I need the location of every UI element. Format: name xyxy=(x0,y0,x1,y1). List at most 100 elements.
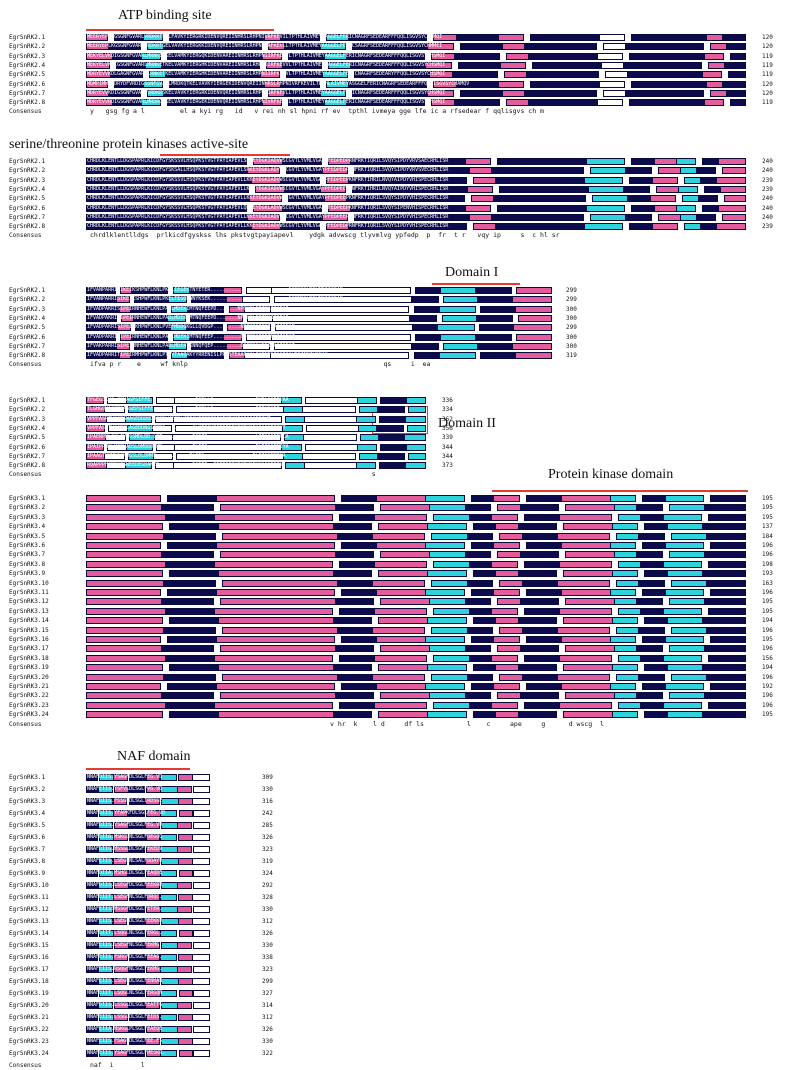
sequence-length: 314 xyxy=(262,1002,273,1009)
alignment-row: EgrSnRK2.2 IFVANPARRISIKEIKSHPWFLKNLPKELT… xyxy=(0,295,791,304)
consensus-label: Consensus xyxy=(9,471,42,479)
alignment-segment xyxy=(221,673,341,681)
sequence-name: EgrSnRK3.14 xyxy=(9,930,49,937)
alignment-segment xyxy=(497,34,525,41)
alignment-segment xyxy=(334,645,375,653)
alignment-segment xyxy=(192,954,210,961)
sequence-residues: MDRYEVVRDIGSGNFGVARLMRDRQSKELVAVKYIERGEK… xyxy=(87,99,446,106)
sequence-length: 196 xyxy=(762,551,773,559)
alignment-segment xyxy=(319,43,347,51)
alignment-segment xyxy=(708,654,746,662)
alignment-segment xyxy=(169,570,222,578)
alignment-segment xyxy=(218,570,337,578)
alignment-segment xyxy=(493,636,520,643)
sequence-name: EgrSnRK3.2 xyxy=(9,786,46,793)
alignment-segment xyxy=(161,504,215,512)
sequence-length: 240 xyxy=(762,213,773,221)
alignment-segment xyxy=(730,99,746,107)
sequence-length: 120 xyxy=(762,43,773,51)
alignment-row: EgrSnRK3.5 NNAFDIIS.YSAGFDLSGLFEG.VD 285 xyxy=(0,821,791,830)
alignment-segment xyxy=(563,523,616,531)
alignment-segment xyxy=(451,71,498,79)
sequence-residues: MEKYELVKDIGSGNFGVARLMRNKETKELVAMKYIERGQK… xyxy=(87,52,446,59)
alignment-segment xyxy=(623,61,703,69)
alignment-segment xyxy=(112,834,128,841)
alignment-segment xyxy=(521,626,562,634)
alignment-segment xyxy=(271,333,411,341)
alignment-row: EgrSnRK3.16 NNAFEIIS.FSRGFDLSGLFEEAG. 338 xyxy=(0,953,791,962)
alignment-segment xyxy=(223,333,242,341)
sequence-name: EgrSnRK2.6 xyxy=(9,204,46,212)
alignment-row: EgrSnRK2.3 VPPFASRTVSGPGWAGEDDDDDDGGDLKEG… xyxy=(0,415,791,424)
alignment-segment xyxy=(124,415,152,423)
alignment-segment xyxy=(376,589,430,596)
alignment-segment xyxy=(301,452,356,460)
alignment-segment xyxy=(557,532,611,540)
sequence-length: 239 xyxy=(762,223,773,231)
alignment-row: EgrSnRK2.1 IFVANPARRISIKEIKSHPWFLKNLPKELI… xyxy=(0,286,791,295)
alignment-segment xyxy=(427,89,454,97)
alignment-segment xyxy=(145,1038,161,1045)
alignment-segment xyxy=(702,711,746,719)
alignment-segment xyxy=(338,513,379,521)
alignment-row: EgrSnRK3.11 NNAFEIIT.LSEGFNLSGLFDRQC. 328 xyxy=(0,893,791,902)
alignment-segment xyxy=(160,930,178,937)
alignment-segment xyxy=(192,990,210,997)
alignment-segment xyxy=(704,551,746,559)
sequence-length: 312 xyxy=(262,1014,273,1021)
alignment-segment xyxy=(433,654,473,662)
sequence-length: 336 xyxy=(442,397,453,404)
alignment-segment xyxy=(108,43,142,51)
alignment-row: EgrSnRK2.3 IFVADPAKRISIPEIRNHEWFLKNLPADLM… xyxy=(0,305,791,314)
sequence-name: EgrSnRK3.8 xyxy=(9,858,46,865)
domain-i-underline xyxy=(432,283,520,285)
alignment-segment xyxy=(559,607,613,615)
sequence-name: EgrSnRK3.21 xyxy=(9,1014,49,1021)
alignment-segment xyxy=(374,607,428,615)
sequence-name: EgrSnRK3.3 xyxy=(9,798,46,805)
alignment-segment xyxy=(127,870,145,877)
sequence-length: 319 xyxy=(566,352,577,360)
alignment-segment xyxy=(86,636,162,643)
alignment-row: EgrSnRK2.5 CHRDLKLENTLLDGSPAPRLKICDFGYSKS… xyxy=(0,194,791,203)
sequence-residues: TFGEGSKVG.QSVAGPSIFFE...............EADL… xyxy=(87,397,289,403)
alignment-segment xyxy=(717,158,746,165)
alignment-segment xyxy=(348,80,428,88)
alignment-segment xyxy=(336,579,377,587)
alignment-segment xyxy=(557,626,611,634)
sequence-residues: NNAFDIIS.LSEGFDLSGLFEEKRR xyxy=(87,882,163,888)
alignment-segment xyxy=(160,990,178,997)
alignment-segment xyxy=(561,636,614,643)
alignment-segment xyxy=(177,906,192,913)
alignment-segment xyxy=(704,99,725,107)
consensus-sequence: s xyxy=(90,470,376,479)
alignment-segment xyxy=(165,701,218,709)
alignment-row: EgrSnRK3.16 195 xyxy=(0,635,791,644)
alignment-segment xyxy=(702,617,746,625)
sequence-length: 299 xyxy=(566,296,577,304)
alignment-segment xyxy=(112,798,128,805)
alignment-segment xyxy=(425,636,465,643)
alignment-segment xyxy=(612,711,639,719)
alignment-row: EgrSnRK3.15 196 xyxy=(0,626,791,635)
alignment-segment xyxy=(651,176,678,184)
sequence-residues: CHRDLKLENTLLDGSPAPRLKICDFGYSKSSVLHSQPKST… xyxy=(87,158,449,164)
alignment-row: EgrSnRK3.21 192 xyxy=(0,682,791,691)
alignment-row: EgrSnRK2.4 CHRDLKLENTLLDGSPAPRLKICDFGYSKS… xyxy=(0,185,791,194)
alignment-segment xyxy=(165,513,218,521)
alignment-segment xyxy=(425,495,465,502)
alignment-segment xyxy=(380,598,434,606)
alignment-segment xyxy=(334,692,375,700)
alignment-segment xyxy=(193,966,210,973)
alignment-segment xyxy=(563,711,616,719)
sequence-name: EgrSnRK2.8 xyxy=(9,223,46,231)
alignment-row: EgrSnRK2.3 MEKYELVKDIGSGNFGVARLMRNKETKELV… xyxy=(0,52,791,61)
alignment-row: EgrSnRK3.6 NNAFDIIG.MSKGLNLSGLFDEGQG 326 xyxy=(0,833,791,842)
alignment-segment xyxy=(429,645,469,653)
sequence-name: EgrSnRK2.1 xyxy=(9,158,46,165)
sequence-length: 285 xyxy=(262,822,273,829)
sequence-name: EgrSnRK2.5 xyxy=(9,195,46,203)
sequence-length: 344 xyxy=(442,443,453,451)
alignment-segment xyxy=(662,513,703,521)
alignment-segment xyxy=(668,645,709,653)
